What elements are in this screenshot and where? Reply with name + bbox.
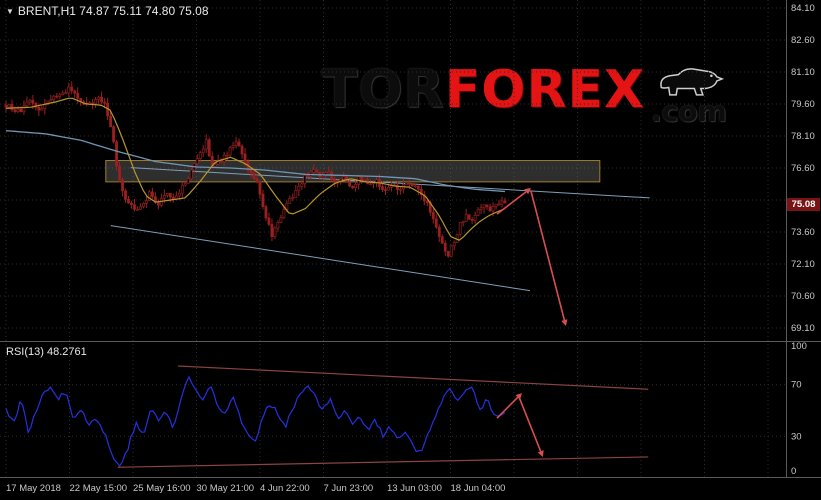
- price-axis-labels: 84.10 82.60 81.10 79.60 78.10 76.60 73.60 72.10…: [791, 3, 815, 334]
- ma-slow-line: [5, 130, 506, 193]
- rsi-axis-labels: 100 70 30 0: [791, 341, 807, 477]
- rsi-trendlines: [117, 365, 649, 468]
- svg-text:78.10: 78.10: [791, 131, 815, 142]
- resistance-zone: [105, 160, 601, 183]
- rsi-line: [5, 375, 506, 467]
- svg-text:7 Jun 23:00: 7 Jun 23:00: [324, 483, 374, 494]
- svg-text:72.10: 72.10: [791, 259, 815, 270]
- svg-text:18 Jun 04:00: 18 Jun 04:00: [451, 483, 506, 494]
- symbol-header: ▼ BRENT,H1 74.87 75.11 74.80 75.08: [6, 4, 209, 18]
- svg-text:76.60: 76.60: [791, 163, 815, 174]
- svg-text:30: 30: [791, 431, 802, 442]
- svg-text:17 May 2018: 17 May 2018: [6, 483, 61, 494]
- svg-text:73.60: 73.60: [791, 227, 815, 238]
- current-price-badge: 75.08: [787, 198, 820, 211]
- svg-text:22 May 15:00: 22 May 15:00: [70, 483, 128, 494]
- svg-text:84.10: 84.10: [791, 3, 815, 14]
- svg-text:25 May 16:00: 25 May 16:00: [133, 483, 191, 494]
- svg-text:79.60: 79.60: [791, 99, 815, 110]
- svg-text:4 Jun 22:00: 4 Jun 22:00: [260, 483, 310, 494]
- ma-fast-line: [5, 97, 506, 241]
- svg-text:70: 70: [791, 380, 802, 391]
- rsi-indicator-label: RSI(13) 48.2761: [6, 346, 87, 358]
- svg-text:69.10: 69.10: [791, 323, 815, 334]
- svg-text:82.60: 82.60: [791, 35, 815, 46]
- time-axis-labels: 17 May 2018 22 May 15:00 25 May 16:00 30 Ma…: [6, 483, 505, 494]
- svg-text:100: 100: [791, 341, 807, 352]
- channel-trendlines: [110, 167, 650, 292]
- collapse-icon[interactable]: ▼: [6, 6, 14, 16]
- svg-text:13 Jun 03:00: 13 Jun 03:00: [387, 483, 442, 494]
- svg-text:70.60: 70.60: [791, 291, 815, 302]
- forecast-arrows: [496, 188, 568, 457]
- svg-text:0: 0: [791, 466, 796, 477]
- svg-text:30 May 21:00: 30 May 21:00: [197, 483, 255, 494]
- grid-lines: [0, 0, 786, 477]
- symbol-info-label: BRENT,H1 74.87 75.11 74.80 75.08: [17, 4, 209, 18]
- svg-text:81.10: 81.10: [791, 67, 815, 78]
